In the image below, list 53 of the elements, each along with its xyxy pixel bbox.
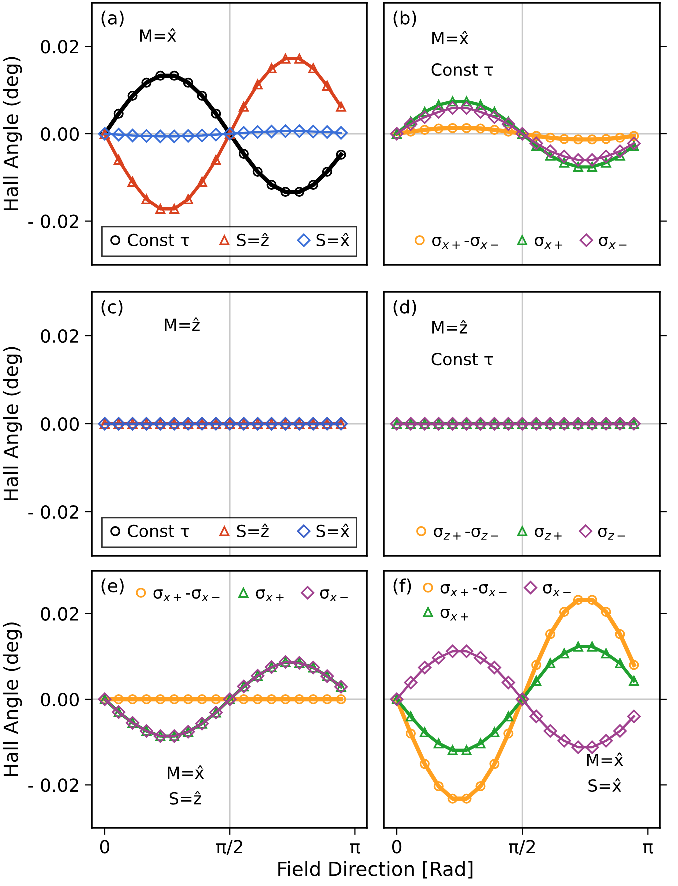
legend-label: σ$_{x−}$ xyxy=(320,590,348,602)
x-tick-label: 0 xyxy=(100,840,110,854)
y-axis-title: Hall Angle (deg) xyxy=(3,347,22,501)
annotation: S=x̂ xyxy=(588,778,622,792)
y-tick-label: 0.00 xyxy=(41,127,79,142)
annotation: M=x̂ xyxy=(432,31,469,44)
y-tick-label: - 0.02 xyxy=(28,214,78,228)
annotation: (b) xyxy=(394,10,416,27)
legend-label: Const τ xyxy=(128,524,190,538)
annotation: Const τ xyxy=(432,353,494,366)
y-axis-title: Hall Angle (deg) xyxy=(3,622,22,776)
annotation: (f) xyxy=(394,578,412,595)
x-tick-label: π/2 xyxy=(509,840,535,856)
legend-label: σ$_{x+}$-σ$_{x−}$ xyxy=(154,590,220,602)
annotation: M=ẑ xyxy=(165,318,200,332)
y-tick-label: 0.00 xyxy=(41,417,79,432)
x-axis-title: Field Direction [Rad] xyxy=(278,861,473,879)
legend-label: S=ẑ xyxy=(237,232,269,247)
y-axis-title: Hall Angle (deg) xyxy=(3,57,22,211)
legend-label: σ$_{x+}$-σ$_{x−}$ xyxy=(440,584,507,596)
annotation: (e) xyxy=(102,578,124,595)
annotation: M=x̂ xyxy=(587,752,624,766)
annotation: S=ẑ xyxy=(170,791,202,805)
legend-label: Const τ xyxy=(128,234,190,247)
legend-label: σ$_{x−}$ xyxy=(543,584,571,596)
legend-label: σ$_{z+}$-σ$_{z−}$ xyxy=(434,528,498,540)
annotation: Const τ xyxy=(432,64,494,76)
annotation: M=ẑ xyxy=(432,320,468,334)
annotation: (a) xyxy=(102,10,124,27)
legend-label: S=ẑ xyxy=(237,524,269,538)
x-tick-label: π/2 xyxy=(216,840,242,856)
legend-label: σ$_{x−}$ xyxy=(599,237,627,249)
annotation: M=x̂ xyxy=(140,28,176,42)
legend-label: σ$_{x+}$ xyxy=(256,590,284,602)
annotation: (d) xyxy=(394,300,416,316)
y-tick-label: 0.02 xyxy=(41,607,78,621)
legend-label: σ$_{z+}$ xyxy=(535,528,562,540)
legend-label: σ$_{x+}$ xyxy=(535,237,563,249)
annotation: M=x̂ xyxy=(168,766,204,779)
y-tick-label: 0.00 xyxy=(41,692,79,707)
legend-label: S=x̂ xyxy=(316,524,350,538)
legend-label: σ$_{z−}$ xyxy=(598,528,626,540)
y-tick-label: - 0.02 xyxy=(28,778,78,792)
y-tick-label: 0.02 xyxy=(41,40,78,54)
legend-label: S=x̂ xyxy=(316,232,350,247)
x-tick-label: π xyxy=(643,844,654,854)
legend-label: σ$_{x+}$-σ$_{x−}$ xyxy=(432,237,498,249)
annotation: (c) xyxy=(102,300,123,316)
x-tick-label: 0 xyxy=(392,840,402,854)
legend-label: σ$_{x+}$ xyxy=(440,608,468,621)
x-tick-label: π xyxy=(350,844,360,854)
y-tick-label: - 0.02 xyxy=(28,505,78,520)
y-tick-label: 0.02 xyxy=(41,329,78,344)
